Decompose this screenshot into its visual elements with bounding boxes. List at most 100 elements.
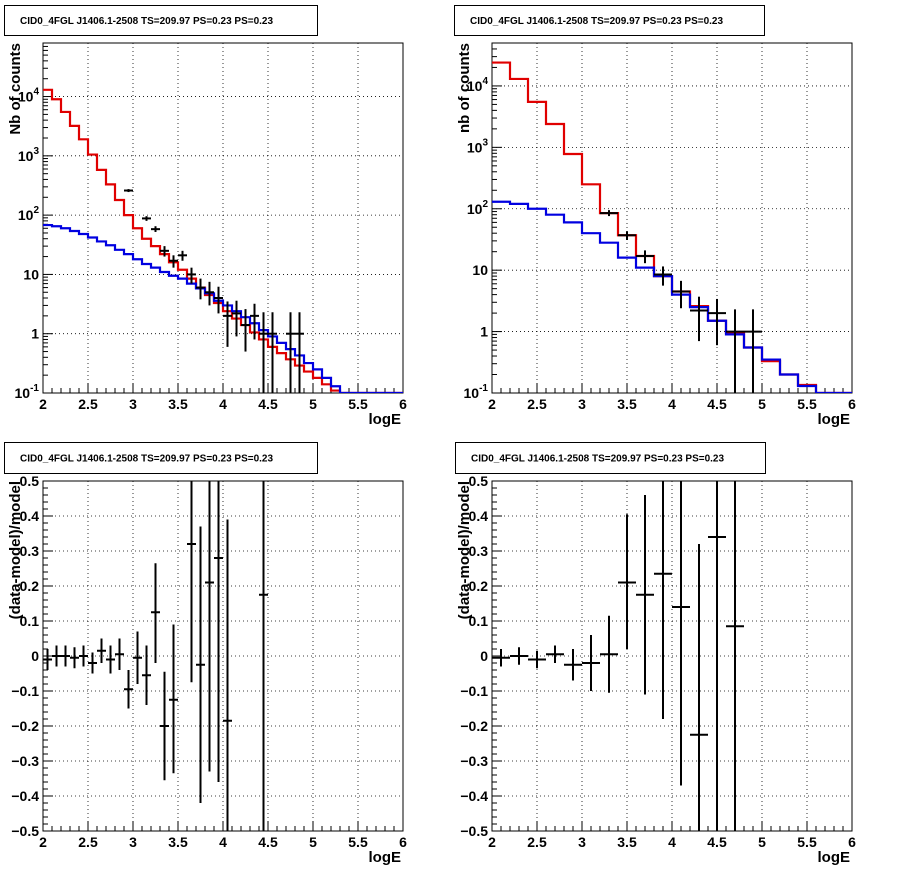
data-point [196, 526, 205, 803]
data-point [169, 255, 178, 268]
chart-title: CID0_4FGL J1406.1-2508 TS=209.97 PS=0.23… [470, 16, 723, 27]
grid [492, 43, 852, 393]
data-point [726, 309, 744, 393]
y-tick-label: 0.5 [20, 473, 40, 489]
data-point [546, 645, 564, 663]
y-tick-label: 104 [18, 87, 40, 105]
data-point [295, 312, 304, 393]
data-point [250, 303, 259, 340]
y-axis-ticks [43, 480, 53, 832]
y-tick-label: −0.3 [460, 753, 488, 769]
y-tick-exponent: 3 [482, 137, 488, 148]
grid [492, 481, 852, 831]
y-tick-label: 0.5 [469, 473, 489, 489]
x-tick-label: 2.5 [78, 396, 98, 412]
x-tick-label: 3.5 [168, 834, 188, 850]
data-point [178, 250, 187, 261]
y-tick-label: −0.4 [460, 788, 488, 804]
source-model-histogram [492, 200, 852, 393]
data-point [708, 481, 726, 831]
panel-counts-fine: CID0_4FGL J1406.1-2508 TS=209.97 PS=0.23… [4, 5, 407, 428]
y-tick-label: 0.1 [469, 613, 489, 629]
y-tick-label: −0.1 [460, 683, 488, 699]
x-axis-label: logE [369, 849, 402, 866]
data-point [636, 250, 654, 264]
x-tick-label: 2.5 [527, 834, 547, 850]
data-point [151, 563, 160, 663]
data-point [600, 615, 618, 693]
y-tick-base: 10 [18, 207, 34, 223]
x-tick-label: 2.5 [527, 396, 547, 412]
x-tick-label: 2 [39, 396, 47, 412]
x-tick-label: 4 [219, 834, 227, 850]
y-tick-label: 1 [480, 324, 488, 340]
y-axis-ticks [492, 42, 502, 394]
grid [43, 43, 403, 393]
y-tick-label: 10 [472, 262, 488, 278]
data-point [43, 649, 52, 670]
data-point [205, 281, 214, 306]
y-tick-label: 103 [467, 137, 489, 155]
y-tick-base: 10 [467, 201, 483, 217]
y-tick-label: −0.2 [460, 718, 488, 734]
chart-title: CID0_4FGL J1406.1-2508 TS=209.97 PS=0.23… [20, 454, 273, 465]
data-point [564, 649, 582, 681]
panel-residuals-coarse: CID0_4FGL J1406.1-2508 TS=209.97 PS=0.23… [455, 442, 856, 866]
y-tick-label: −0.5 [460, 823, 488, 839]
y-tick-label: 10-1 [15, 383, 40, 401]
y-tick-label: −0.2 [11, 718, 39, 734]
data-point [241, 309, 250, 352]
data-point [214, 286, 223, 314]
x-tick-label: 2 [39, 834, 47, 850]
data-point [672, 481, 690, 786]
y-tick-exponent: 3 [33, 146, 39, 157]
y-tick-label: 0.3 [20, 543, 40, 559]
data-point [70, 647, 79, 669]
data-point [744, 309, 762, 393]
x-tick-label: 6 [848, 396, 856, 412]
data-point [510, 647, 528, 665]
data-point [115, 638, 124, 670]
data-point [690, 544, 708, 831]
x-tick-label: 6 [399, 834, 407, 850]
data-point [79, 645, 88, 667]
y-axis-label: (data-model)/model [7, 481, 24, 619]
y-tick-label: 10 [23, 266, 39, 282]
data-point [618, 231, 636, 240]
title-box [4, 5, 318, 36]
y-tick-label: 0.4 [20, 508, 40, 524]
data-point [259, 481, 268, 831]
data-point [636, 495, 654, 695]
data-point [232, 300, 241, 337]
data-point [196, 278, 205, 300]
x-tick-label: 5.5 [348, 834, 368, 850]
x-axis-ticks [491, 821, 853, 831]
y-axis-label: Nb of counts [7, 43, 24, 135]
y-tick-label: −0.4 [11, 788, 39, 804]
x-tick-label: 5 [758, 834, 766, 850]
x-axis-label: logE [818, 849, 851, 866]
y-tick-exponent: -1 [30, 383, 39, 394]
y-tick-base: 10 [18, 89, 34, 105]
x-tick-label: 4 [219, 396, 227, 412]
data-point [223, 519, 232, 831]
data-point [528, 650, 546, 669]
y-tick-exponent: 4 [33, 87, 39, 98]
data-point [124, 670, 133, 709]
data-point [214, 481, 223, 782]
x-tick-label: 3.5 [168, 396, 188, 412]
y-tick-label: 104 [467, 76, 489, 94]
y-tick-label: 0.2 [20, 578, 40, 594]
x-tick-label: 3 [129, 396, 137, 412]
y-tick-label: 0 [480, 648, 488, 664]
x-tick-label: 3 [578, 834, 586, 850]
x-tick-label: 2 [488, 396, 496, 412]
data-point [160, 246, 169, 257]
y-tick-label: 102 [18, 205, 40, 223]
y-tick-exponent: 2 [482, 199, 488, 210]
y-tick-base: 10 [467, 139, 483, 155]
data-point [654, 266, 672, 286]
data-point [151, 226, 160, 232]
data-layer [492, 61, 852, 393]
